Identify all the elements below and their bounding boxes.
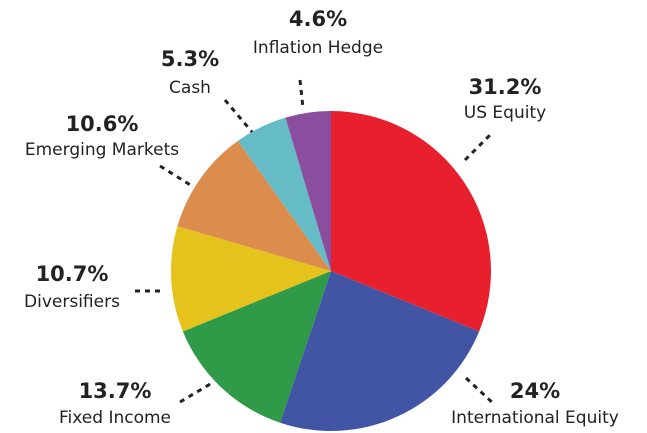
category-label: Diversifiers (24, 292, 120, 312)
leader-line (464, 376, 497, 407)
leader-line (159, 164, 193, 188)
value-label: 13.7% (79, 379, 152, 403)
leader-line (223, 99, 254, 133)
pie-slice (237, 117, 331, 271)
value-label: 10.7% (36, 262, 109, 286)
value-label: 24% (510, 379, 560, 403)
value-label: 10.6% (66, 112, 139, 136)
value-label: 4.6% (289, 7, 347, 31)
category-label: Emerging Markets (25, 140, 179, 160)
pie-slice (182, 271, 331, 423)
pie-slice (177, 140, 331, 271)
pie-slice (280, 271, 480, 432)
category-label: Inflation Hedge (253, 38, 383, 58)
value-label: 31.2% (469, 75, 542, 99)
category-label: International Equity (451, 408, 619, 428)
category-label: US Equity (464, 103, 546, 123)
category-label: Fixed Income (59, 408, 171, 428)
pie-slice (331, 111, 491, 332)
category-label: Cash (169, 78, 211, 98)
pie-slice (171, 226, 331, 332)
leader-line (179, 381, 213, 404)
leader-line (298, 79, 305, 109)
value-label: 5.3% (161, 47, 219, 71)
pie-slice (285, 111, 331, 271)
leader-line (463, 131, 494, 162)
